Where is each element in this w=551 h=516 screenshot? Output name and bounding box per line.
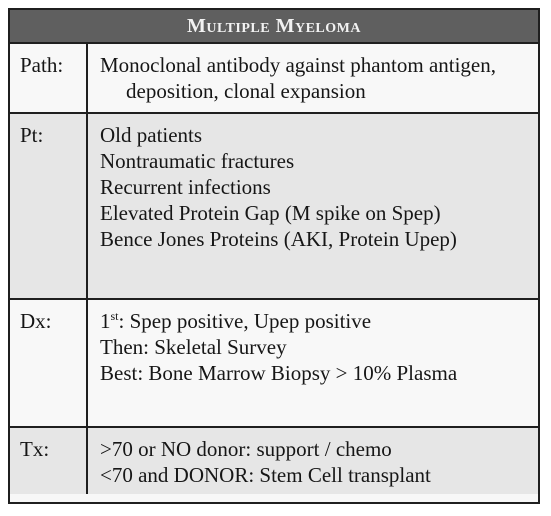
- row-content-path: Monoclonal antibody against phantom anti…: [88, 44, 538, 112]
- row-label-pt: Pt:: [10, 114, 88, 298]
- pt-line-5: Bence Jones Proteins (AKI, Protein Upep): [100, 227, 457, 251]
- multiple-myeloma-card: Multiple Myeloma Path: Monoclonal antibo…: [8, 8, 540, 504]
- pt-line-3: Recurrent infections: [100, 175, 271, 199]
- row-dx: Dx: 1st: Spep positive, Upep positive Th…: [10, 300, 538, 428]
- pt-line-2: Nontraumatic fractures: [100, 149, 295, 173]
- pt-line-1: Old patients: [100, 123, 203, 147]
- row-label-dx: Dx:: [10, 300, 88, 426]
- tx-line-2: <70 and DONOR: Stem Cell transplant: [100, 463, 431, 487]
- dx-line-1-prefix: 1: [100, 309, 111, 333]
- card-title: Multiple Myeloma: [10, 10, 538, 44]
- pt-line-4: Elevated Protein Gap (M spike on Spep): [100, 201, 441, 225]
- dx-line-1-rest: : Spep positive, Upep positive: [118, 309, 372, 333]
- path-line-1: Monoclonal antibody against phantom anti…: [100, 53, 497, 103]
- row-label-tx: Tx:: [10, 428, 88, 494]
- row-content-tx: >70 or NO donor: support / chemo <70 and…: [88, 428, 538, 494]
- row-label-path: Path:: [10, 44, 88, 112]
- row-path: Path: Monoclonal antibody against phanto…: [10, 44, 538, 114]
- dx-line-1: 1st: Spep positive, Upep positive: [100, 308, 532, 334]
- dx-line-2: Then: Skeletal Survey: [100, 335, 287, 359]
- dx-line-3: Best: Bone Marrow Biopsy > 10% Plasma: [100, 361, 458, 385]
- row-tx: Tx: >70 or NO donor: support / chemo <70…: [10, 428, 538, 494]
- dx-line-1-sup: st: [110, 309, 119, 323]
- tx-line-1: >70 or NO donor: support / chemo: [100, 437, 392, 461]
- row-pt: Pt: Old patients Nontraumatic fractures …: [10, 114, 538, 300]
- row-content-pt: Old patients Nontraumatic fractures Recu…: [88, 114, 538, 298]
- row-content-dx: 1st: Spep positive, Upep positive Then: …: [88, 300, 538, 426]
